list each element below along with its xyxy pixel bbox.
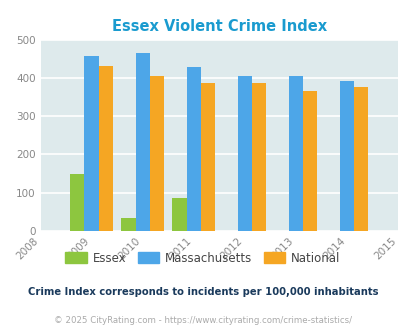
- Bar: [98, 66, 113, 231]
- Bar: [237, 76, 251, 231]
- Bar: [135, 52, 149, 231]
- Bar: [84, 56, 98, 231]
- Bar: [121, 217, 135, 231]
- Text: Crime Index corresponds to incidents per 100,000 inhabitants: Crime Index corresponds to incidents per…: [28, 287, 377, 297]
- Bar: [70, 174, 84, 231]
- Bar: [353, 87, 367, 231]
- Legend: Essex, Massachusetts, National: Essex, Massachusetts, National: [60, 247, 345, 269]
- Bar: [200, 83, 215, 231]
- Text: © 2025 CityRating.com - https://www.cityrating.com/crime-statistics/: © 2025 CityRating.com - https://www.city…: [54, 315, 351, 325]
- Bar: [172, 198, 186, 231]
- Bar: [149, 76, 164, 231]
- Bar: [302, 91, 316, 231]
- Bar: [339, 81, 353, 231]
- Bar: [251, 83, 266, 231]
- Bar: [186, 67, 200, 231]
- Title: Essex Violent Crime Index: Essex Violent Crime Index: [111, 19, 326, 34]
- Bar: [288, 76, 302, 231]
